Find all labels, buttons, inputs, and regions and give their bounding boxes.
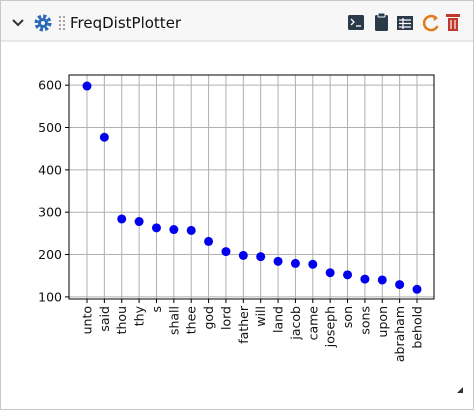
x-tick-label: upon — [375, 306, 390, 337]
x-tick-label: sons — [357, 306, 372, 335]
point — [169, 225, 179, 235]
point — [82, 81, 92, 91]
x-tick-label: unto — [80, 306, 95, 334]
x-tick-label: father — [236, 305, 251, 344]
console-button[interactable] — [348, 15, 364, 30]
point — [377, 275, 387, 285]
x-tick-label: will — [253, 306, 268, 327]
y-tick-label: 400 — [38, 162, 62, 177]
point — [360, 274, 370, 284]
settings-gear[interactable] — [34, 14, 52, 32]
x-tick-label: said — [97, 306, 112, 332]
refresh-button[interactable] — [422, 14, 439, 32]
x-tick-label: god — [201, 306, 216, 330]
x-tick-label: jacob — [288, 306, 303, 341]
point — [134, 217, 144, 227]
x-tick-label: joseph — [323, 306, 338, 348]
delete-button[interactable] — [446, 14, 460, 31]
table-button[interactable] — [397, 16, 413, 30]
x-tick-label: thee — [184, 306, 199, 335]
y-tick-label: 300 — [38, 205, 62, 220]
y-tick-label: 200 — [38, 247, 62, 262]
y-tick-label: 600 — [38, 78, 62, 93]
point — [186, 225, 196, 235]
x-tick-label: behold — [410, 306, 425, 349]
header-bar — [1, 1, 473, 41]
collapse-chevron[interactable] — [12, 19, 24, 27]
x-tick-label: came — [305, 306, 320, 341]
point — [412, 284, 422, 294]
point — [99, 132, 109, 142]
point — [117, 214, 127, 224]
point — [238, 250, 248, 260]
x-tick-label: land — [271, 306, 286, 333]
point — [395, 280, 405, 290]
plot: 100 200 300 400 500 600 unto said thou thy s shall t… — [38, 74, 435, 362]
drag-grip[interactable] — [59, 16, 65, 30]
widget-title: FreqDistPlotter — [70, 14, 182, 32]
point — [308, 259, 318, 269]
y-tick-label: 100 — [38, 289, 62, 304]
point — [204, 236, 214, 246]
y-tick-label: 500 — [38, 120, 62, 135]
x-tick-label: thy — [132, 305, 147, 326]
x-tick-label: thou — [114, 306, 129, 334]
x-tick-label: abraham — [392, 306, 407, 362]
x-tick-label: shall — [166, 306, 181, 335]
resize-handle[interactable] — [457, 387, 463, 393]
x-tick-label: lord — [218, 306, 233, 330]
point — [151, 223, 161, 233]
x-tick-label: son — [340, 306, 355, 328]
plot-frame — [68, 74, 435, 300]
point — [325, 268, 335, 278]
clipboard-button[interactable] — [375, 12, 388, 31]
point — [343, 270, 353, 280]
point — [221, 247, 231, 257]
point — [273, 256, 283, 266]
point — [256, 252, 266, 262]
point — [290, 258, 300, 268]
x-tick-label: s — [149, 306, 164, 313]
